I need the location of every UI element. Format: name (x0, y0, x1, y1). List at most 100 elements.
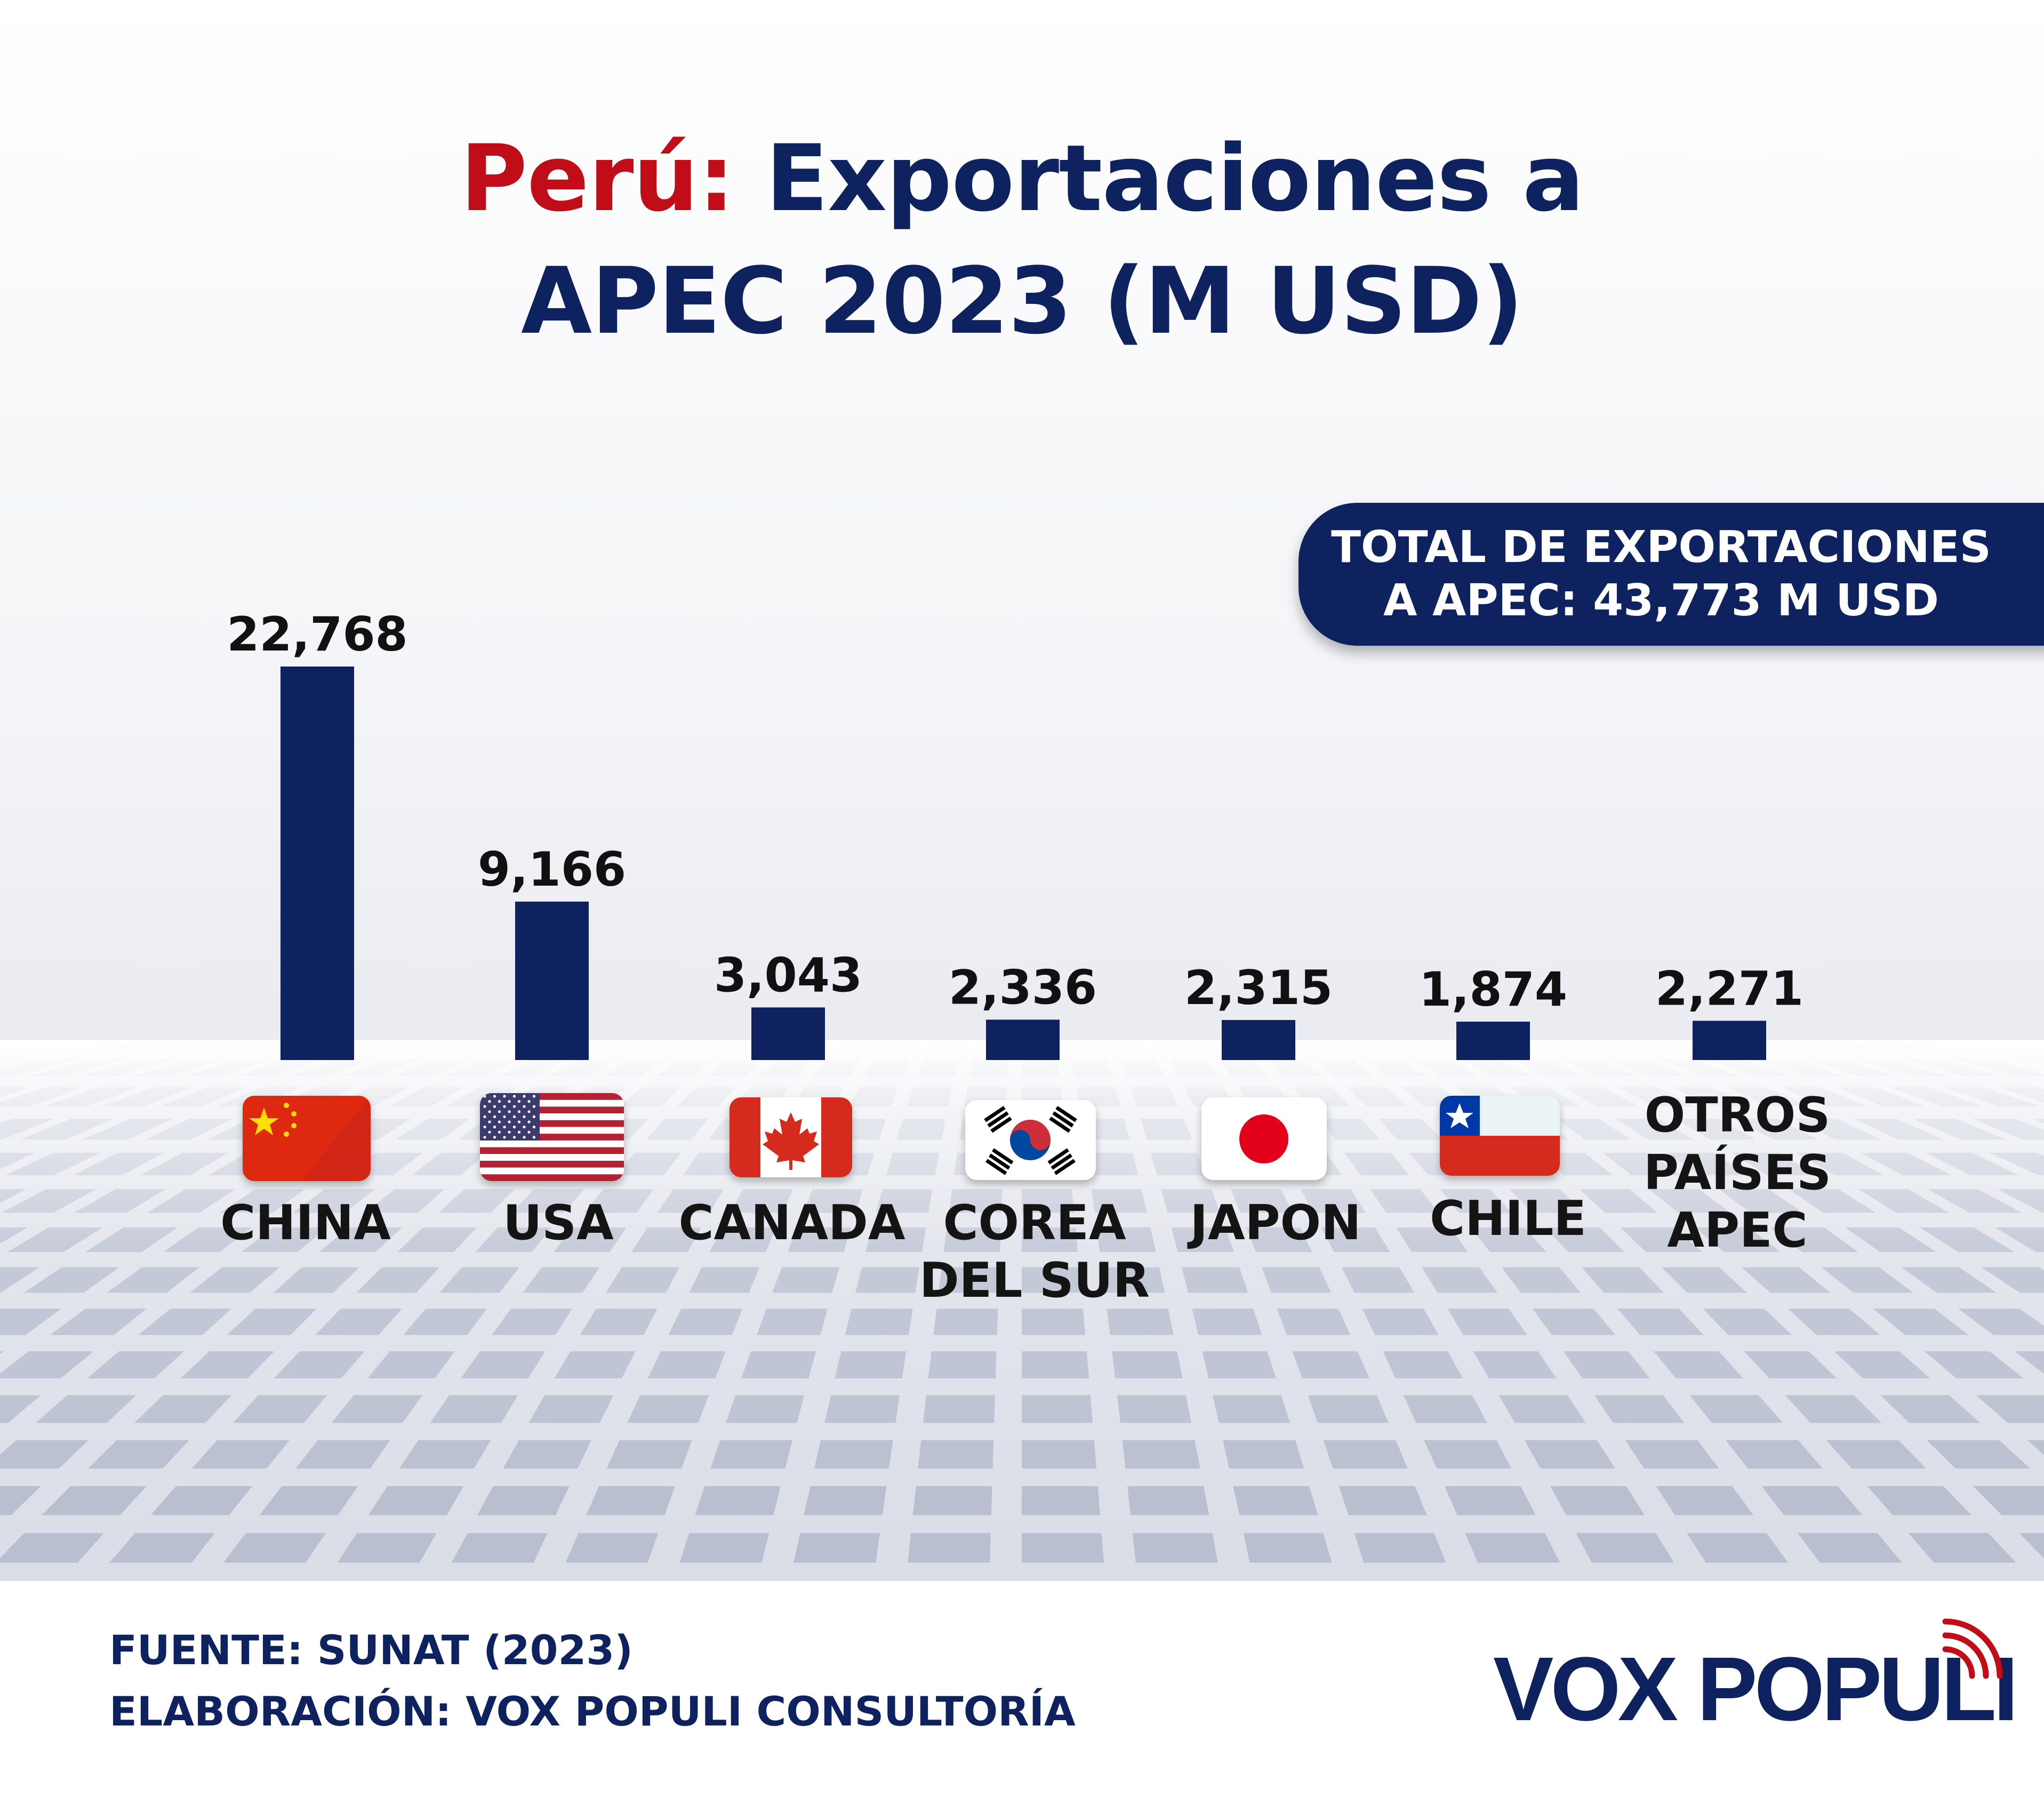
grid-tile (138, 1309, 232, 1335)
grid-tile (586, 1486, 675, 1515)
grid-tile (87, 1351, 185, 1379)
grid-tile (1689, 1395, 1783, 1423)
grid-tile (1982, 1267, 2044, 1293)
bar-usa (515, 901, 589, 1060)
grid-tile (368, 1486, 464, 1515)
category-label-line: DEL SUR (919, 1253, 1150, 1309)
grid-tile (580, 1309, 658, 1335)
grid-tile (1958, 1309, 2044, 1335)
grid-tile (2019, 1533, 2044, 1559)
grid-tile (367, 1351, 455, 1379)
grid-tile (523, 1267, 599, 1293)
grid-tile (1656, 1486, 1754, 1515)
grid-tile (1022, 1440, 1097, 1469)
category-label-line: COREA (943, 1195, 1126, 1251)
grid-tile (451, 1533, 548, 1563)
grid-tile (1788, 1309, 1880, 1335)
japan-flag (1201, 1097, 1327, 1180)
total-exports-badge: TOTAL DE EXPORTACIONES A APEC: 43,773 M … (1298, 503, 2044, 646)
grid-tile (565, 1533, 659, 1563)
grid-tile (88, 1440, 189, 1469)
grid-tile (912, 1486, 992, 1515)
grid-tile (0, 1309, 62, 1335)
grid-tile (1262, 1267, 1332, 1293)
grid-tile (399, 1440, 491, 1469)
grid-tile (1444, 1486, 1536, 1515)
bar-japon (1222, 1020, 1295, 1060)
grid-tile (1550, 1486, 1645, 1515)
credit-note: ELABORACIÓN: VOX POPULI CONSULTORÍA (109, 1688, 1076, 1735)
grid-tile (1873, 1309, 1969, 1335)
value-label: 2,271 (1655, 961, 1803, 1016)
grid-tile (1498, 1395, 1586, 1423)
grid-tile (0, 1351, 94, 1379)
grid-tile (1880, 1395, 1981, 1423)
category-label-line: CHINA (220, 1195, 391, 1251)
grid-tile (1202, 1351, 1276, 1379)
grid-tile (689, 1267, 759, 1293)
grid-tile (814, 1440, 893, 1469)
grid-tile (1022, 1309, 1086, 1335)
grid-tile (273, 1267, 359, 1293)
grid-tile (1742, 1267, 1831, 1293)
grid-tile (1212, 1395, 1290, 1423)
grid-tile (337, 1533, 437, 1563)
grid-tile (0, 1486, 41, 1515)
grid-tile (933, 1309, 998, 1335)
bar-corea-del-sur (986, 1020, 1060, 1060)
grid-tile (1582, 1267, 1664, 1293)
grid-tile (109, 1533, 215, 1563)
grid-tile (606, 1267, 679, 1293)
grid-tile (1362, 1309, 1439, 1335)
grid-tile (1447, 1309, 1527, 1335)
grid-tile (1902, 1267, 1997, 1293)
grid-tile (403, 1309, 487, 1335)
title-line-2: APEC 2023 (M USD) (521, 247, 1524, 355)
source-note: FUENTE: SUNAT (2023) (109, 1626, 634, 1674)
grid-tile (1383, 1351, 1463, 1379)
grid-tile (1022, 1486, 1101, 1515)
grid-tile (855, 1267, 919, 1293)
grid-tile (1465, 1533, 1560, 1563)
grid-tile (824, 1395, 900, 1423)
grid-tile (0, 1440, 89, 1469)
grid-tile (1524, 1440, 1615, 1469)
grid-tile (757, 1309, 828, 1335)
grid-tile (908, 1533, 991, 1563)
grid-tile (1022, 1351, 1089, 1379)
grid-tile (1022, 1395, 1093, 1423)
bar-otros-pa-ses-apec (1693, 1021, 1766, 1060)
grid-tile (1022, 1533, 1104, 1563)
grid-tile (233, 1395, 327, 1423)
grid-tile (1625, 1440, 1719, 1469)
category-label-other-apec: OTROS PAÍSES APEC (1620, 1087, 1855, 1259)
grid-tile (1502, 1267, 1581, 1293)
grid-tile (1308, 1395, 1389, 1423)
grid-tile (1563, 1351, 1650, 1379)
value-label: 2,315 (1184, 960, 1333, 1015)
grid-tile (923, 1395, 995, 1423)
grid-tile (1576, 1533, 1674, 1563)
grid-tile (1687, 1533, 1788, 1563)
value-label: 9,166 (478, 842, 626, 897)
grid-tile (928, 1351, 997, 1379)
grid-tile (1834, 1351, 1930, 1379)
grid-tile (1703, 1309, 1792, 1335)
grid-tile (1233, 1486, 1318, 1515)
grid-tile (23, 1267, 119, 1293)
grid-tile (695, 1486, 781, 1515)
grid-tile (259, 1486, 358, 1515)
grid-tile (0, 1267, 39, 1293)
grid-tile (1424, 1440, 1512, 1469)
category-label-line: APEC (1667, 1202, 1808, 1258)
grid-tile (772, 1267, 839, 1293)
total-line-1: TOTAL DE EXPORTACIONES (1331, 522, 1991, 573)
usa-flag (480, 1093, 624, 1181)
grid-tile (1107, 1309, 1174, 1335)
chile-flag (1440, 1096, 1560, 1176)
category-label-line: PAÍSES (1644, 1145, 1831, 1201)
total-line-2: A APEC: 43,773 M USD (1383, 575, 1939, 626)
value-label: 3,043 (714, 948, 862, 1002)
grid-tile (1422, 1267, 1498, 1293)
grid-tile (1973, 1486, 2044, 1515)
